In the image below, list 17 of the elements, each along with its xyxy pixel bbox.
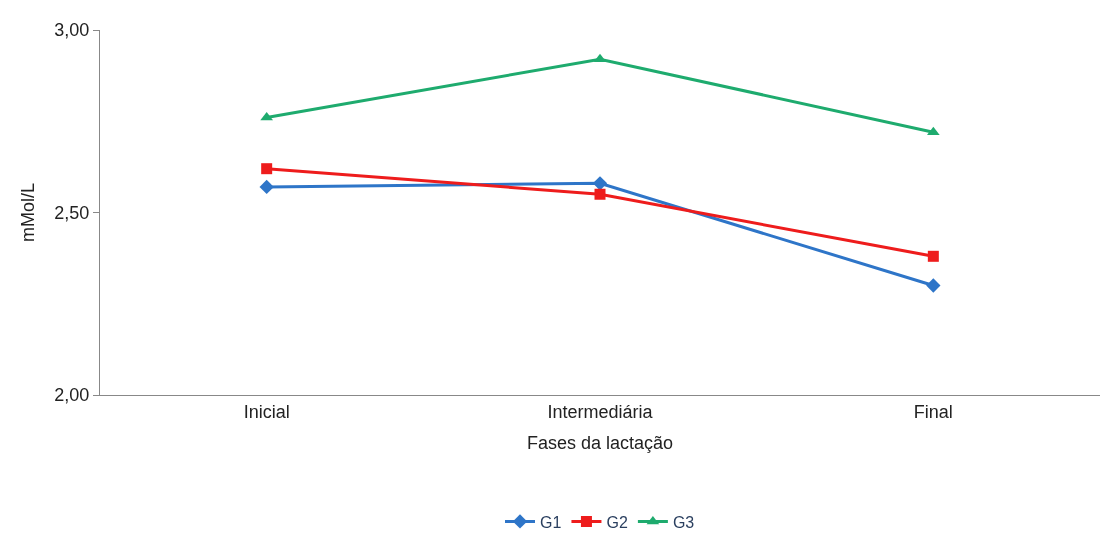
x-tick-label: Final [913, 401, 953, 422]
point [592, 176, 608, 191]
y-tick-label: 2,50 [54, 202, 90, 223]
legend-label: G1 [540, 513, 562, 531]
y-axis-title: mMol/L [17, 182, 38, 243]
x-tick-label: Intermediária [547, 401, 654, 422]
x-axis-title: Fases da lactação [526, 432, 674, 453]
legend-label: G2 [606, 513, 628, 531]
point [259, 179, 274, 195]
point [926, 278, 941, 293]
legend-label: G3 [672, 513, 695, 531]
x-tick-label: Inicial [243, 401, 290, 422]
point [594, 188, 606, 200]
point [927, 250, 939, 262]
y-tick-label: 3,00 [54, 20, 90, 41]
point [261, 163, 273, 175]
y-tick-label: 2,00 [54, 385, 90, 406]
